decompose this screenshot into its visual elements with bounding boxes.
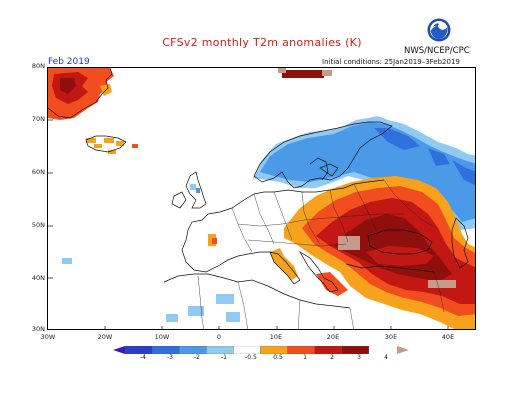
- colorbar-cell: [287, 346, 315, 354]
- lon-label-30e: 30E: [384, 333, 398, 341]
- lat-label-30n: 30N: [31, 325, 45, 333]
- coastlines: [48, 68, 469, 309]
- colorbar-label: 3: [357, 354, 361, 361]
- colorbar-cell: [314, 346, 342, 354]
- colorbar-cell: [206, 346, 234, 354]
- lat-label-60n: 60N: [31, 168, 45, 176]
- colorbar-label: 4: [384, 354, 388, 361]
- colorbar-label: 2: [330, 354, 334, 361]
- lat-label-40n: 40N: [31, 274, 45, 282]
- colorbar-label: -4: [140, 354, 146, 361]
- lon-label-10e: 10E: [269, 333, 283, 341]
- lat-label-70n: 70N: [31, 115, 45, 123]
- colorbar-cell: [151, 346, 180, 354]
- noaa-logo: [427, 18, 451, 42]
- colorbar-cell: [233, 346, 261, 354]
- initial-conditions-label: Initial conditions: 25Jan2019–3Feb2019: [322, 58, 460, 66]
- map-title: CFSv2 monthly T2m anomalies (K): [162, 36, 362, 49]
- lon-label-20e: 20E: [326, 333, 340, 341]
- lat-label-50n: 50N: [31, 221, 45, 229]
- lon-label-0: 0: [216, 333, 222, 341]
- scandinavia-cold-anomaly: [253, 116, 475, 230]
- colorbar-label: -3: [167, 354, 173, 361]
- colorbar-lower-extend: [113, 346, 125, 354]
- anomaly-map: [47, 67, 476, 330]
- colorbar-cell: [124, 346, 153, 354]
- colorbar-label: -2: [194, 354, 200, 361]
- lon-label-30w: 30W: [40, 333, 56, 341]
- month-label: Feb 2019: [48, 57, 90, 67]
- colorbar-cell: [341, 346, 370, 354]
- colorbar-label: -0.5: [245, 354, 257, 361]
- colorbar-cell: [260, 346, 288, 354]
- north-africa-cold-anomaly: [62, 258, 240, 322]
- agency-label: NWS/NCEP/CPC: [404, 46, 470, 56]
- svalbard-warm-anomaly: [282, 70, 324, 78]
- colorbar: [113, 346, 409, 354]
- colorbar-cell: [179, 346, 207, 354]
- lon-label-10w: 10W: [154, 333, 170, 341]
- lat-label-80n: 80N: [31, 62, 45, 70]
- iceland-warm-anomaly: [86, 138, 138, 154]
- country-borders: [197, 179, 445, 329]
- colorbar-label: -1: [221, 354, 227, 361]
- colorbar-label: 0.5: [273, 354, 283, 361]
- lon-label-20w: 20W: [97, 333, 113, 341]
- lon-label-40e: 40E: [441, 333, 455, 341]
- colorbar-label: 1: [303, 354, 307, 361]
- axis-ticks: [48, 119, 449, 329]
- colorbar-upper-extend: [397, 346, 409, 354]
